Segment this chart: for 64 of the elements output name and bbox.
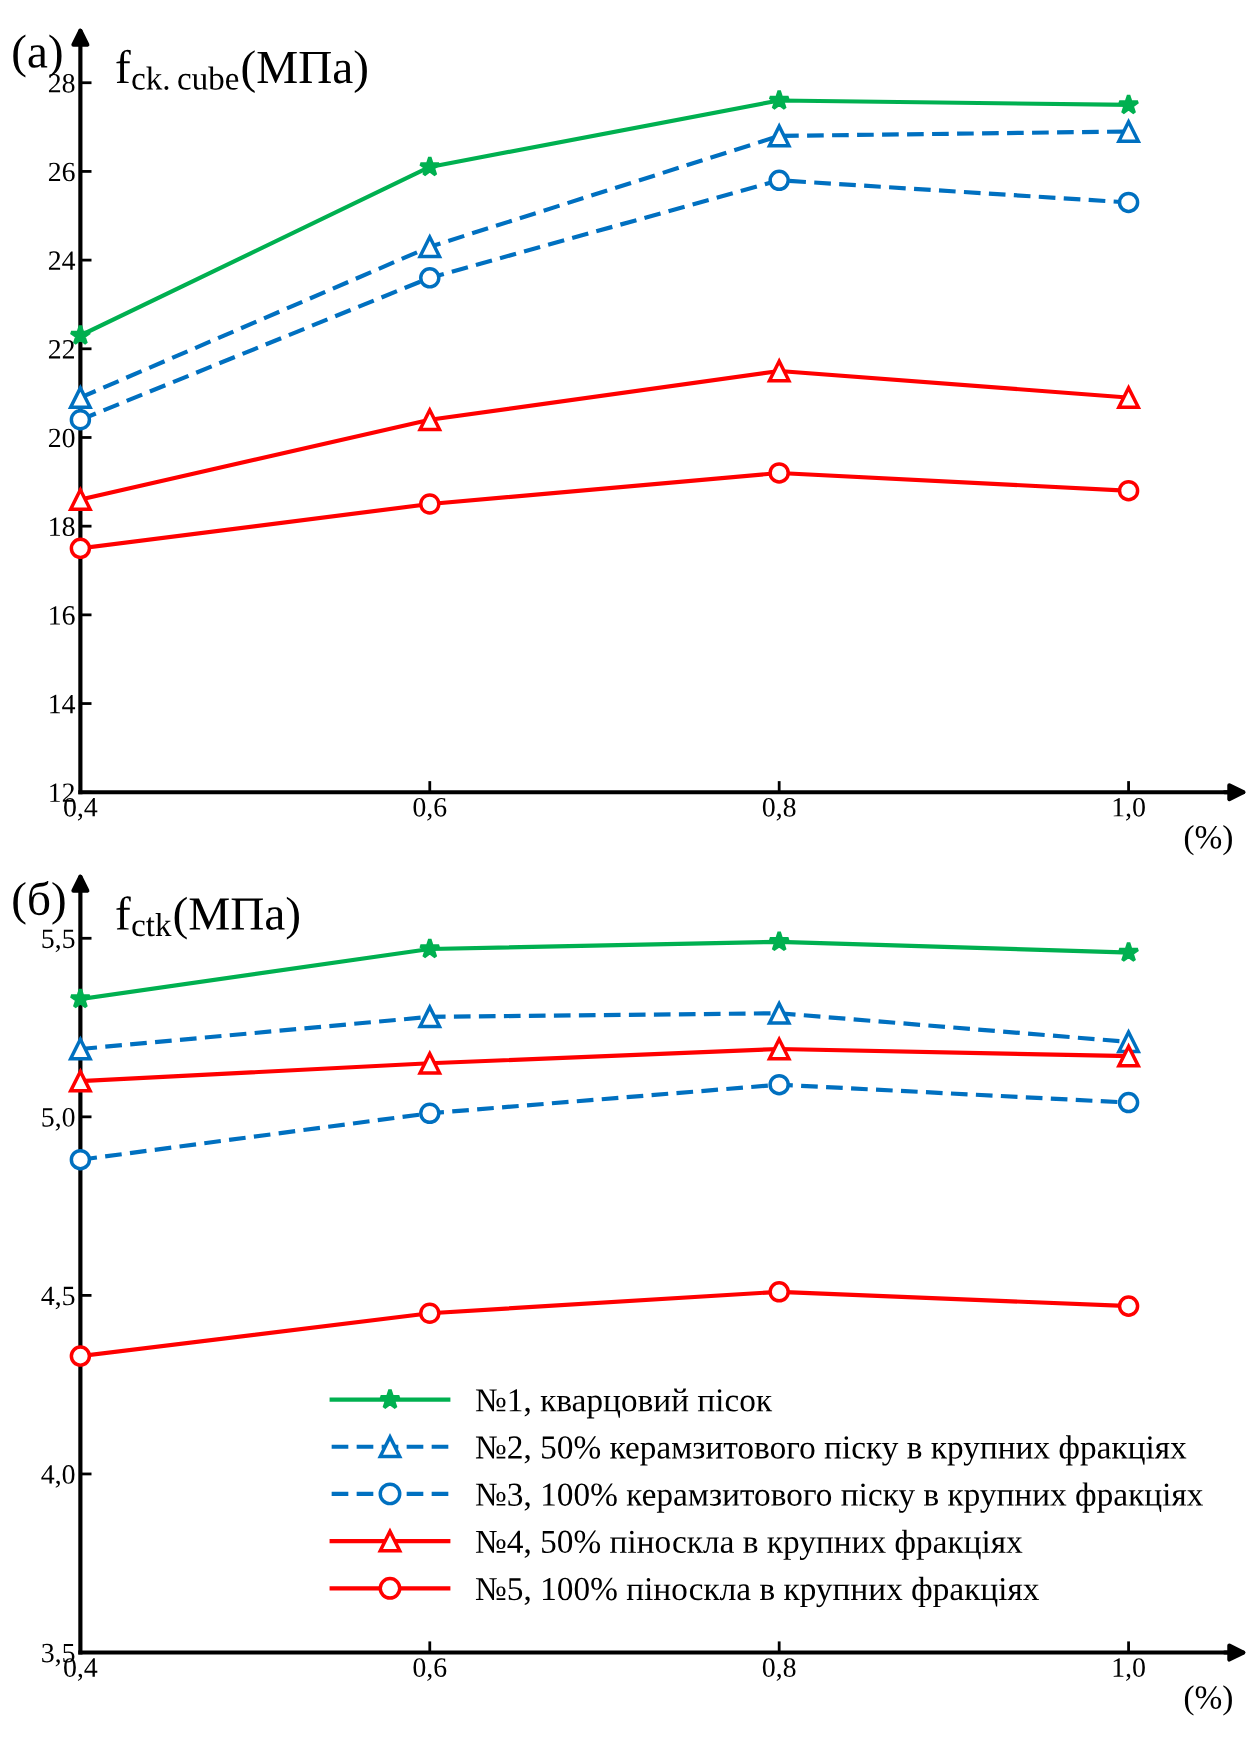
point: [768, 89, 791, 111]
legend-label: №3, 100% керамзитового піску в крупних фракціях: [475, 1482, 1203, 1513]
y-tick-label: 22: [48, 340, 74, 359]
y-tick-label: 16: [50, 606, 75, 625]
point: [418, 408, 442, 432]
x-axis-title: (%): [1184, 1685, 1232, 1716]
y-tick-label: 26: [48, 162, 75, 182]
point: [768, 930, 791, 952]
x-tick-label: 0,8: [762, 797, 796, 821]
point: [1117, 191, 1140, 214]
x-tick-label: 1,0: [1113, 797, 1145, 821]
legend-label: №1, кварцовий пісок: [475, 1388, 773, 1419]
point: [68, 1067, 93, 1093]
point: [68, 386, 92, 410]
y-tick-label: 4,0: [41, 1465, 75, 1488]
y-tick-label: 14: [50, 694, 76, 714]
y-tick-label: 20: [48, 428, 75, 448]
legend-label: №5, 100% піноскла в крупних фракціях: [475, 1576, 1040, 1608]
point: [768, 1281, 790, 1303]
point: [1117, 941, 1140, 963]
point: [419, 267, 441, 289]
point: [417, 1049, 443, 1075]
point: [1117, 120, 1141, 143]
point: [1117, 1295, 1140, 1317]
chart-title: (б): [13, 880, 65, 925]
y-tick-label: 24: [48, 251, 76, 270]
point: [766, 357, 792, 383]
legend-label: №2, 50% керамзитового піску в крупних фракціях: [475, 1435, 1187, 1466]
point: [418, 235, 442, 259]
point: [419, 1102, 441, 1125]
point: [768, 462, 790, 484]
point: [69, 1345, 92, 1367]
x-tick-label: 0,8: [762, 1658, 796, 1681]
point: [768, 169, 790, 192]
point: [418, 937, 441, 959]
point: [1117, 1091, 1140, 1114]
point: [1116, 1042, 1141, 1068]
point: [419, 493, 441, 515]
point: [1117, 479, 1140, 502]
point: [418, 1005, 442, 1029]
x-tick-label: 0,6: [413, 797, 447, 821]
x-tick-label: 0,6: [413, 1658, 447, 1681]
y-tick-label: 18: [50, 517, 75, 537]
point: [1117, 386, 1141, 410]
point: [766, 1035, 792, 1061]
point: [69, 987, 92, 1009]
point: [69, 1148, 92, 1171]
legend-label: №4, 50% піноскла в крупних фракціях: [475, 1529, 1023, 1560]
y-tick-label: 5,0: [42, 1108, 75, 1131]
x-axis-title: (%): [1184, 825, 1232, 856]
point: [766, 999, 792, 1025]
point: [767, 124, 791, 148]
point: [67, 1035, 93, 1061]
y-tick-label: 4,5: [41, 1286, 75, 1310]
point: [68, 488, 92, 512]
y-axis-title: f$_{ctk}$(МПа): [116, 896, 299, 940]
point: [419, 1302, 441, 1325]
point: [69, 537, 92, 560]
point: [418, 155, 441, 177]
x-tick-label: 1,0: [1113, 1658, 1145, 1681]
y-tick-label: 5,5: [42, 929, 75, 953]
y-axis-title: f$_{ck.cube}$(МПа): [116, 49, 367, 93]
point: [1117, 93, 1140, 115]
point: [768, 1073, 790, 1096]
